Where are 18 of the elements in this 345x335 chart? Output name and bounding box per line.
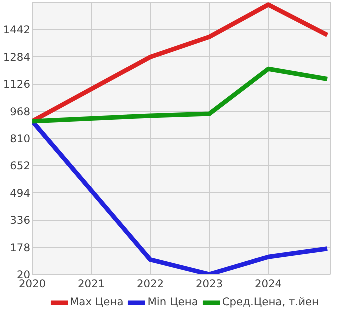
y-tick-label: 968 — [10, 105, 31, 118]
y-tick-label: 1126 — [3, 78, 31, 92]
x-tick-label: 2022 — [136, 278, 164, 290]
x-tick-label: 2020 — [18, 278, 46, 290]
y-tick-label: 652 — [10, 160, 31, 173]
y-tick-label: 178 — [10, 241, 31, 254]
y-tick-label: 1442 — [3, 24, 31, 37]
y-tick-label: 1284 — [3, 50, 31, 64]
legend-label: Сред.Цена, т.йен — [222, 296, 320, 308]
x-tick-label: 2023 — [196, 278, 224, 290]
x-tick-label: 2024 — [254, 278, 282, 290]
y-tick-label: 494 — [10, 186, 31, 200]
legend-label: Min Цена — [148, 296, 198, 308]
y-tick-label: 336 — [10, 214, 31, 228]
x-tick-label: 2021 — [78, 278, 106, 290]
y-tick-label: 810 — [10, 132, 31, 146]
line-series — [32, 66, 330, 124]
legend-label: Max Цена — [70, 296, 124, 308]
